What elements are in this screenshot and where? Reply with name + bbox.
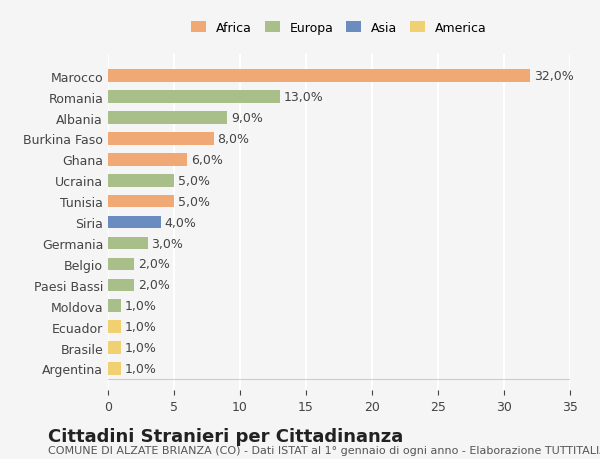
Text: 4,0%: 4,0% — [165, 216, 197, 229]
Text: 8,0%: 8,0% — [218, 133, 250, 146]
Text: 13,0%: 13,0% — [284, 91, 323, 104]
Text: 2,0%: 2,0% — [139, 258, 170, 271]
Bar — [108, 112, 227, 124]
Bar — [108, 321, 121, 333]
Text: 1,0%: 1,0% — [125, 362, 157, 375]
Text: Cittadini Stranieri per Cittadinanza: Cittadini Stranieri per Cittadinanza — [48, 427, 403, 445]
Text: 1,0%: 1,0% — [125, 300, 157, 313]
Text: COMUNE DI ALZATE BRIANZA (CO) - Dati ISTAT al 1° gennaio di ogni anno - Elaboraz: COMUNE DI ALZATE BRIANZA (CO) - Dati IST… — [48, 445, 600, 455]
Text: 9,0%: 9,0% — [231, 112, 263, 125]
Text: 3,0%: 3,0% — [152, 237, 184, 250]
Bar — [108, 363, 121, 375]
Text: 5,0%: 5,0% — [178, 195, 210, 208]
Bar — [108, 154, 187, 166]
Bar — [108, 196, 174, 208]
Bar — [108, 237, 148, 250]
Bar — [108, 133, 214, 146]
Bar — [108, 300, 121, 312]
Bar — [108, 70, 530, 83]
Bar — [108, 341, 121, 354]
Text: 32,0%: 32,0% — [535, 70, 574, 83]
Text: 1,0%: 1,0% — [125, 320, 157, 333]
Bar — [108, 258, 134, 271]
Text: 5,0%: 5,0% — [178, 174, 210, 187]
Legend: Africa, Europa, Asia, America: Africa, Europa, Asia, America — [188, 18, 490, 38]
Text: 2,0%: 2,0% — [139, 279, 170, 291]
Text: 1,0%: 1,0% — [125, 341, 157, 354]
Bar — [108, 91, 280, 104]
Bar — [108, 174, 174, 187]
Bar — [108, 216, 161, 229]
Bar — [108, 279, 134, 291]
Text: 6,0%: 6,0% — [191, 154, 223, 167]
